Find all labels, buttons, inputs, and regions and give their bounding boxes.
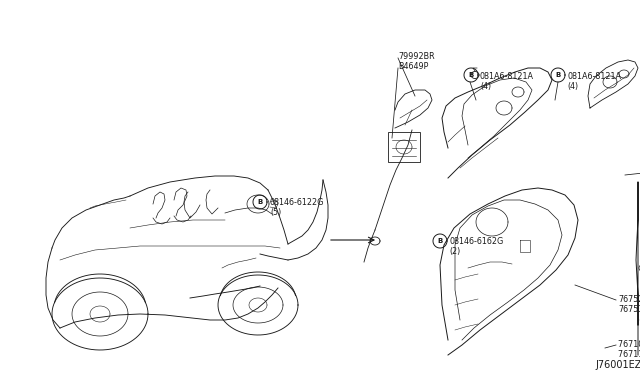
Text: 76752(RH): 76752(RH): [618, 295, 640, 304]
Text: 79992BR: 79992BR: [398, 52, 435, 61]
Text: J76001EZ: J76001EZ: [595, 360, 640, 370]
Text: B: B: [437, 238, 443, 244]
Text: 08146-6162G: 08146-6162G: [449, 237, 503, 246]
Text: B: B: [257, 199, 262, 205]
Text: 76710 (RH): 76710 (RH): [618, 340, 640, 349]
Text: 76753(LH): 76753(LH): [618, 305, 640, 314]
Text: 76711 (LH): 76711 (LH): [618, 350, 640, 359]
Text: B: B: [556, 72, 561, 78]
Text: (5): (5): [270, 208, 281, 217]
Text: (4): (4): [567, 82, 578, 91]
Text: 081A6-8121A: 081A6-8121A: [480, 72, 534, 81]
Text: (2): (2): [449, 247, 460, 256]
Bar: [388, 132, 420, 162]
Text: (4): (4): [480, 82, 491, 91]
Text: B4649P: B4649P: [398, 62, 428, 71]
Text: 08146-6122G: 08146-6122G: [270, 198, 324, 207]
Text: 081A6-8121A: 081A6-8121A: [567, 72, 621, 81]
Text: B: B: [468, 72, 474, 78]
